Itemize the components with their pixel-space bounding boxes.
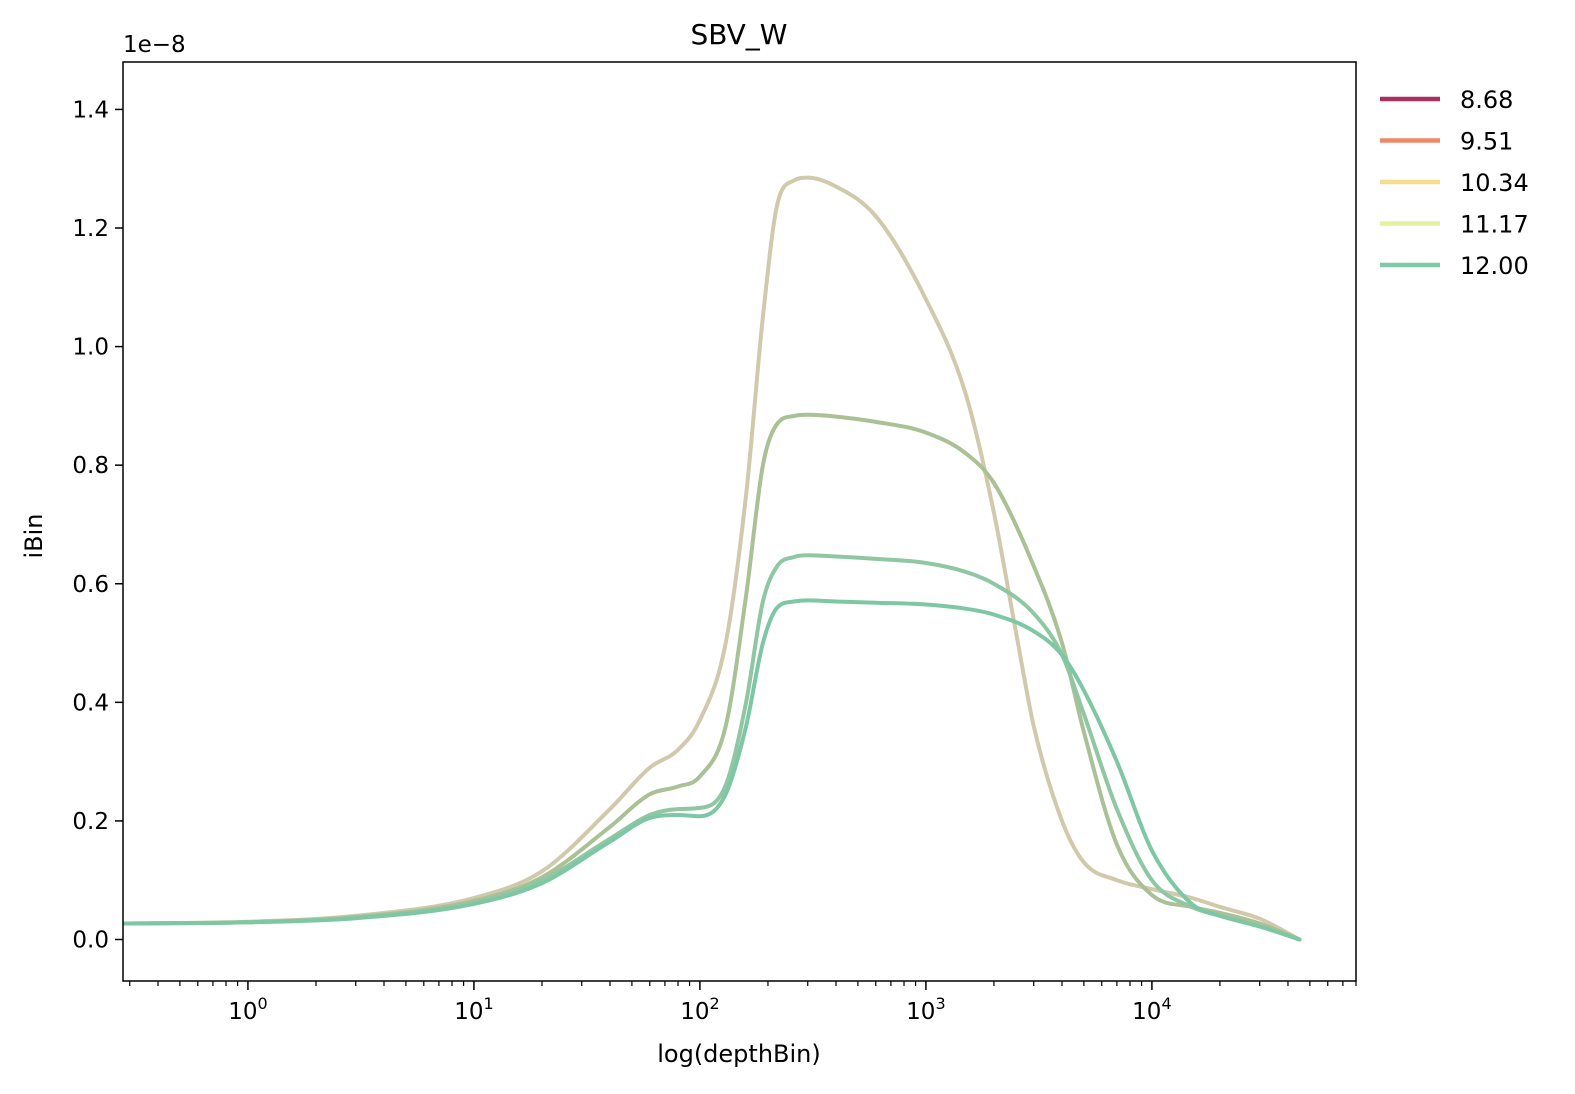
x-axis-label: log(depthBin) [657,1040,821,1068]
y-tick-label: 1.2 [72,216,109,242]
y-tick-label: 0.8 [72,453,109,479]
x-tick-label: 101 [454,994,493,1025]
y-tick-label: 1.0 [72,335,109,361]
x-tick-label: 102 [680,994,719,1025]
x-axis: 100 101 102 103 104 [129,981,1357,1025]
y-axis: 0.0 0.2 0.4 0.6 0.8 1.0 1.2 1.4 [72,97,123,953]
plot-area [122,61,1357,982]
legend-label: 12.00 [1460,252,1529,280]
chart-title: SBV_W [691,18,788,51]
x-tick-label: 103 [906,994,945,1025]
y-axis-label: iBin [20,513,48,558]
legend-label: 8.68 [1460,86,1513,114]
legend: 8.68 9.51 10.34 11.17 12.00 [1380,86,1529,280]
legend-label: 9.51 [1460,128,1513,156]
y-tick-label: 0.0 [72,927,109,953]
y-offset-label: 1e−8 [123,32,186,58]
x-tick-label: 104 [1132,994,1171,1025]
legend-label: 11.17 [1460,211,1529,239]
series-line-4 [123,598,1302,942]
plot-frame [122,61,1357,982]
series-layer [123,175,1302,942]
series-line-2 [123,412,1302,942]
series-line-3 [123,553,1302,942]
y-tick-label: 0.6 [72,572,109,598]
x-tick-label: 100 [228,994,267,1025]
y-tick-label: 1.4 [72,97,109,123]
y-tick-label: 0.2 [72,809,109,835]
legend-label: 10.34 [1460,169,1529,197]
y-tick-label: 0.4 [72,690,109,716]
series-line-1 [123,175,1302,942]
